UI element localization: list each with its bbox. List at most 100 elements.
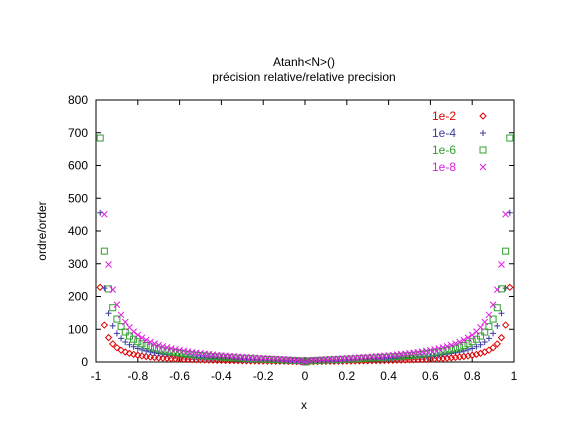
chart-subtitle: précision relative/relative precision	[212, 70, 395, 84]
data-point	[481, 328, 489, 336]
data-point	[117, 323, 125, 331]
data-point	[142, 336, 150, 344]
data-point	[118, 335, 125, 342]
data-point	[468, 331, 476, 339]
data-point	[447, 345, 455, 353]
data-point	[301, 358, 309, 366]
legend-marker	[480, 130, 486, 136]
x-tick-label: 0.4	[380, 369, 397, 383]
data-point	[494, 322, 501, 329]
data-point	[452, 349, 459, 356]
data-point	[109, 286, 117, 294]
data-point	[105, 310, 112, 317]
x-tick-label: 1	[511, 369, 518, 383]
data-point	[489, 301, 497, 309]
data-point	[117, 311, 125, 319]
data-point	[105, 261, 112, 268]
data-point	[122, 339, 129, 345]
y-tick-label: 200	[68, 290, 88, 304]
data-point	[456, 338, 464, 346]
data-point	[96, 134, 104, 142]
x-tick-label: 0.6	[422, 369, 439, 383]
data-point	[297, 358, 304, 365]
y-tick-label: 700	[68, 126, 88, 140]
data-point	[113, 343, 121, 352]
data-point	[138, 340, 146, 348]
data-point	[489, 343, 497, 352]
data-point	[138, 352, 146, 360]
data-point	[501, 321, 510, 329]
data-point	[100, 247, 108, 255]
data-point	[113, 315, 121, 323]
data-point	[151, 344, 159, 352]
data-point	[138, 346, 145, 353]
data-point	[490, 330, 497, 337]
data-point	[506, 134, 514, 142]
legend-marker	[479, 146, 487, 154]
data-point	[497, 333, 506, 342]
data-point	[96, 283, 104, 292]
data-point	[460, 336, 468, 344]
data-point	[151, 349, 158, 356]
data-point	[443, 346, 451, 354]
legend-marker	[479, 112, 487, 120]
data-point	[464, 340, 472, 348]
data-point	[477, 324, 484, 331]
data-point	[460, 342, 468, 350]
x-tick-label: -0.4	[211, 369, 232, 383]
legend-label: 1e-6	[432, 143, 456, 157]
data-point	[477, 332, 485, 340]
data-point	[498, 261, 505, 268]
data-point	[155, 341, 163, 349]
y-tick-label: 800	[68, 93, 88, 107]
data-point	[125, 349, 134, 358]
data-point	[469, 345, 476, 352]
x-tick-label: 0.8	[464, 369, 481, 383]
data-point	[105, 285, 113, 293]
x-axis-label: x	[301, 398, 307, 412]
data-point	[134, 338, 142, 346]
data-point	[159, 343, 167, 350]
data-point	[101, 285, 108, 292]
data-point	[146, 338, 154, 346]
legend: 1e-2 1e-4 1e-6 1e-8	[432, 109, 487, 174]
data-point	[493, 304, 501, 312]
y-tick-label: 100	[68, 322, 88, 336]
data-point	[472, 350, 481, 359]
series-1e-4	[97, 209, 513, 365]
data-point	[130, 328, 137, 335]
data-point	[100, 321, 109, 329]
axes: -1 -0.8 -0.6 -0.4 -0.2 0 0.2 0.4 0.6 0.8 1 0 100 200 3…	[68, 93, 518, 383]
data-point	[447, 341, 455, 349]
data-point	[502, 285, 509, 292]
data-point	[109, 322, 116, 329]
x-tick-label: -1	[91, 369, 102, 383]
x-tick-label: 0.2	[338, 369, 355, 383]
data-point	[481, 339, 488, 345]
data-point	[109, 340, 117, 348]
data-point	[151, 340, 158, 347]
data-point	[126, 341, 133, 348]
data-point	[435, 345, 443, 352]
data-point	[121, 348, 129, 356]
y-tick-label: 500	[68, 191, 88, 205]
data-point	[464, 334, 472, 342]
data-point	[485, 335, 492, 342]
data-point	[498, 310, 505, 317]
y-axis-label: ordre/order	[35, 201, 49, 260]
data-point	[155, 345, 163, 353]
y-tick-label: 600	[68, 159, 88, 173]
x-tick-label: -0.8	[127, 369, 148, 383]
data-point	[497, 285, 505, 293]
x-tick-label: 0	[302, 369, 309, 383]
legend-label: 1e-4	[432, 126, 456, 140]
x-tick-label: -0.2	[253, 369, 274, 383]
y-tick-label: 0	[81, 355, 88, 369]
data-point	[473, 343, 480, 350]
data-point	[489, 315, 497, 323]
data-point	[493, 340, 501, 348]
data-point	[502, 247, 510, 255]
data-point	[146, 343, 154, 351]
data-point	[138, 334, 146, 342]
legend-marker	[479, 163, 487, 171]
